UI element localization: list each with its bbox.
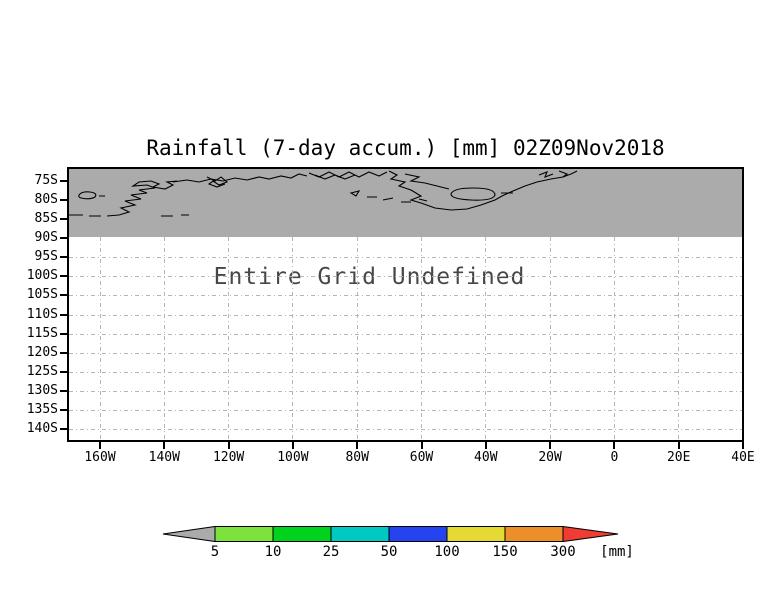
colorbar-segment	[446, 526, 506, 542]
colorbar-arrow-below-min	[162, 525, 216, 543]
y-tick-mark	[60, 237, 68, 240]
y-tick-label: 105S	[26, 287, 58, 303]
v-gridline	[421, 237, 422, 440]
x-tick-label: 40E	[731, 450, 755, 465]
y-tick-mark	[60, 389, 68, 392]
coastline-map	[69, 169, 742, 237]
y-tick-label: 110S	[26, 306, 58, 322]
x-tick-mark	[163, 442, 166, 449]
h-gridline	[69, 257, 742, 259]
x-tick-label: 0	[610, 450, 619, 465]
v-gridline	[292, 237, 294, 440]
colorbar-arrow-above-max	[562, 525, 619, 543]
x-tick-mark	[99, 442, 101, 449]
colorbar-segment	[272, 526, 332, 542]
colorbar-tick-label: 300	[550, 544, 576, 560]
h-gridline	[69, 429, 742, 431]
v-gridline	[549, 237, 551, 440]
v-gridline	[163, 237, 165, 440]
y-tick-label: 140S	[26, 421, 58, 437]
x-tick-label: 160W	[84, 450, 116, 465]
h-gridline	[69, 352, 742, 354]
x-tick-label: 80W	[345, 450, 369, 465]
x-tick-label: 40W	[474, 450, 498, 465]
x-tick-label: 140W	[148, 450, 180, 465]
y-tick-label: 95S	[34, 249, 58, 265]
h-gridline	[69, 295, 742, 297]
colorbar-segment	[330, 526, 390, 542]
y-tick-mark	[60, 313, 68, 316]
h-gridline	[69, 409, 742, 411]
y-tick-label: 120S	[26, 344, 58, 360]
y-tick-label: 75S	[34, 173, 58, 188]
h-gridline	[69, 371, 742, 373]
colorbar-tick-label: 150	[492, 544, 518, 560]
x-tick-mark	[291, 442, 294, 449]
v-gridline	[99, 237, 101, 440]
x-tick-label: 20W	[538, 450, 562, 465]
colorbar-segment	[214, 526, 274, 542]
map-band-fill	[69, 169, 742, 237]
y-tick-label: 90S	[34, 230, 58, 246]
y-tick-label: 85S	[34, 211, 58, 227]
y-tick-mark	[60, 256, 68, 259]
h-gridline	[69, 314, 742, 316]
coastline-paths	[69, 170, 578, 217]
colorbar-unit-label: [mm]	[600, 544, 634, 560]
y-tick-label: 135S	[26, 401, 58, 417]
h-gridline	[69, 276, 742, 278]
x-tick-mark	[484, 442, 487, 449]
colorbar-tick-label: 100	[434, 544, 460, 560]
x-tick-label: 100W	[277, 450, 309, 465]
y-tick-mark	[60, 180, 68, 182]
y-tick-mark	[60, 199, 68, 202]
y-tick-label: 130S	[26, 382, 58, 398]
v-gridline	[613, 237, 615, 440]
y-tick-mark	[60, 294, 68, 297]
v-gridline	[485, 237, 487, 440]
y-tick-mark	[60, 332, 68, 335]
x-tick-mark	[742, 442, 744, 449]
y-tick-mark	[60, 351, 68, 354]
x-tick-label: 120W	[212, 450, 245, 465]
colorbar-tick-label: 10	[264, 544, 282, 560]
y-tick-label: 80S	[34, 192, 58, 208]
colorbar-segment	[504, 526, 564, 542]
y-tick-label: 100S	[26, 268, 58, 284]
v-gridline	[228, 237, 230, 440]
colorbar	[162, 525, 619, 543]
y-tick-mark	[60, 428, 68, 431]
plot-title: Rainfall (7-day accum.) [mm] 02Z09Nov201…	[146, 136, 665, 160]
h-gridline	[69, 333, 742, 335]
x-tick-mark	[549, 442, 552, 449]
h-gridline	[69, 390, 742, 392]
x-tick-mark	[420, 442, 423, 449]
colorbar-segment	[388, 526, 448, 542]
x-tick-mark	[227, 442, 230, 449]
x-tick-mark	[356, 442, 359, 449]
colorbar-tick-label: 25	[322, 544, 340, 560]
x-tick-mark	[677, 442, 680, 449]
map-band	[69, 169, 742, 237]
x-tick-mark	[613, 442, 616, 449]
y-tick-label: 125S	[26, 363, 58, 379]
colorbar-tick-label: 5	[210, 544, 220, 560]
colorbar-tick-label: 50	[380, 544, 398, 560]
v-gridline	[356, 237, 358, 440]
x-tick-label: 20E	[666, 450, 691, 465]
v-gridline	[678, 237, 680, 440]
x-tick-label: 60W	[409, 450, 434, 465]
y-tick-mark	[60, 275, 68, 278]
y-tick-mark	[60, 370, 68, 373]
y-tick-label: 115S	[26, 325, 58, 341]
y-tick-mark	[60, 218, 68, 221]
y-tick-mark	[60, 408, 68, 411]
